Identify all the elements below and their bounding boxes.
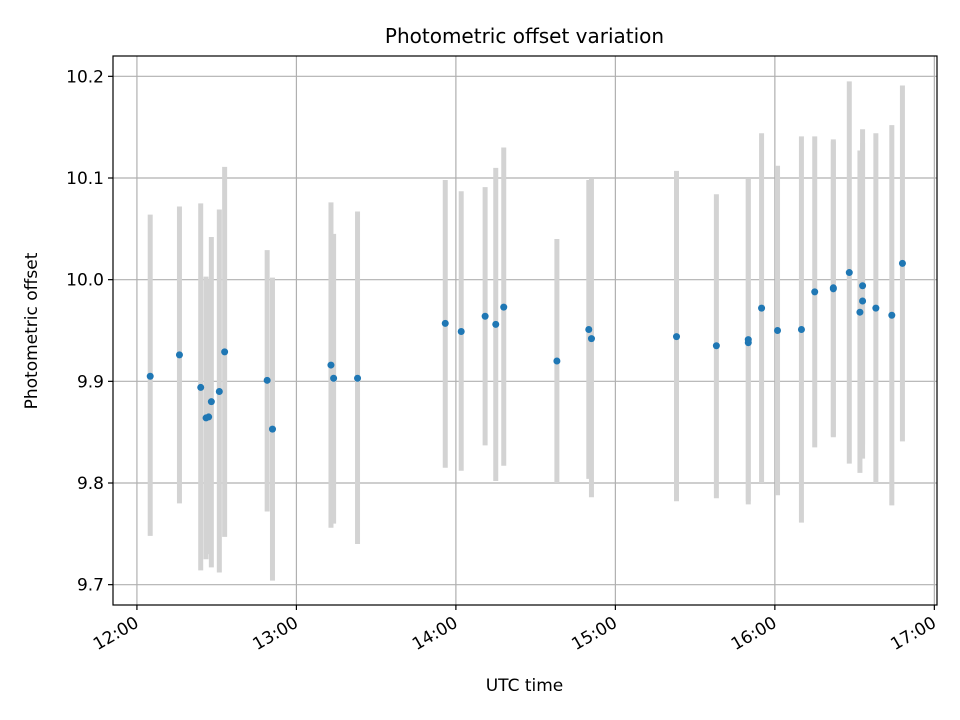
data-point <box>492 320 500 328</box>
data-point <box>898 259 906 267</box>
data-point <box>774 327 782 334</box>
data-point <box>585 325 593 333</box>
data-point <box>221 348 229 356</box>
data-point <box>481 312 489 320</box>
data-point <box>330 374 338 382</box>
data-point <box>215 388 223 395</box>
data-point <box>859 297 867 305</box>
data-point <box>205 413 213 421</box>
data-point <box>859 282 867 290</box>
data-point <box>758 304 766 312</box>
data-point <box>845 269 853 277</box>
y-tick-label: 10.0 <box>66 271 104 291</box>
data-point <box>197 383 205 391</box>
data-point <box>500 303 508 311</box>
data-points <box>146 259 906 433</box>
y-tick-label: 10.2 <box>66 67 104 87</box>
y-tick-label: 9.7 <box>77 576 104 596</box>
data-point <box>673 333 681 341</box>
data-point <box>327 361 335 369</box>
y-tick-label: 10.1 <box>66 169 104 189</box>
chart-title: Photometric offset variation <box>385 24 664 48</box>
data-point <box>872 304 880 312</box>
data-point <box>146 372 154 380</box>
data-point <box>829 285 837 293</box>
y-axis-title: Photometric offset <box>22 252 42 409</box>
data-point <box>744 336 752 344</box>
data-point <box>268 425 276 433</box>
plot-frame <box>112 55 938 606</box>
data-point <box>587 335 595 343</box>
data-point <box>175 351 183 359</box>
data-point <box>354 374 362 382</box>
data-point <box>888 311 896 319</box>
data-point <box>263 376 271 384</box>
y-tick-label: 9.8 <box>77 474 104 494</box>
data-point <box>811 288 819 296</box>
data-point <box>856 308 864 316</box>
data-point <box>797 325 805 333</box>
data-point <box>712 342 720 350</box>
data-point <box>553 357 561 365</box>
x-axis-title: UTC time <box>486 676 564 696</box>
data-point <box>207 398 215 406</box>
data-point <box>457 328 465 336</box>
y-tick-label: 9.9 <box>77 372 104 392</box>
data-point <box>441 319 449 327</box>
